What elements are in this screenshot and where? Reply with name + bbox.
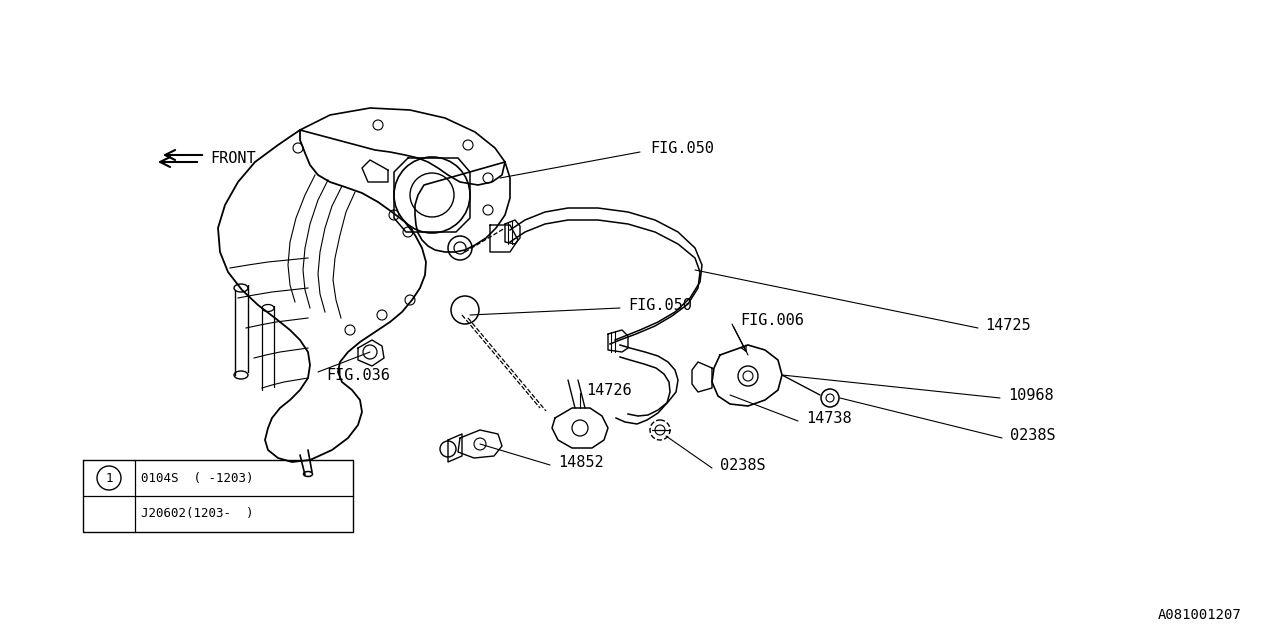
Text: FIG.036: FIG.036 [326, 367, 390, 383]
Text: 14738: 14738 [806, 410, 851, 426]
Text: 14726: 14726 [586, 383, 631, 397]
Text: 14725: 14725 [986, 317, 1030, 333]
Text: J20602(1203-  ): J20602(1203- ) [141, 508, 253, 520]
Text: FIG.050: FIG.050 [628, 298, 692, 312]
Text: 0238S: 0238S [1010, 428, 1056, 442]
Text: 1: 1 [105, 472, 113, 484]
Text: FRONT: FRONT [210, 150, 256, 166]
Text: 0104S  ( -1203): 0104S ( -1203) [141, 472, 253, 484]
Text: 0238S: 0238S [719, 458, 765, 472]
Text: 10968: 10968 [1009, 387, 1053, 403]
Text: FIG.006: FIG.006 [740, 312, 804, 328]
Text: A081001207: A081001207 [1158, 608, 1242, 622]
Text: FIG.050: FIG.050 [650, 141, 714, 156]
Text: 14852: 14852 [558, 454, 604, 470]
